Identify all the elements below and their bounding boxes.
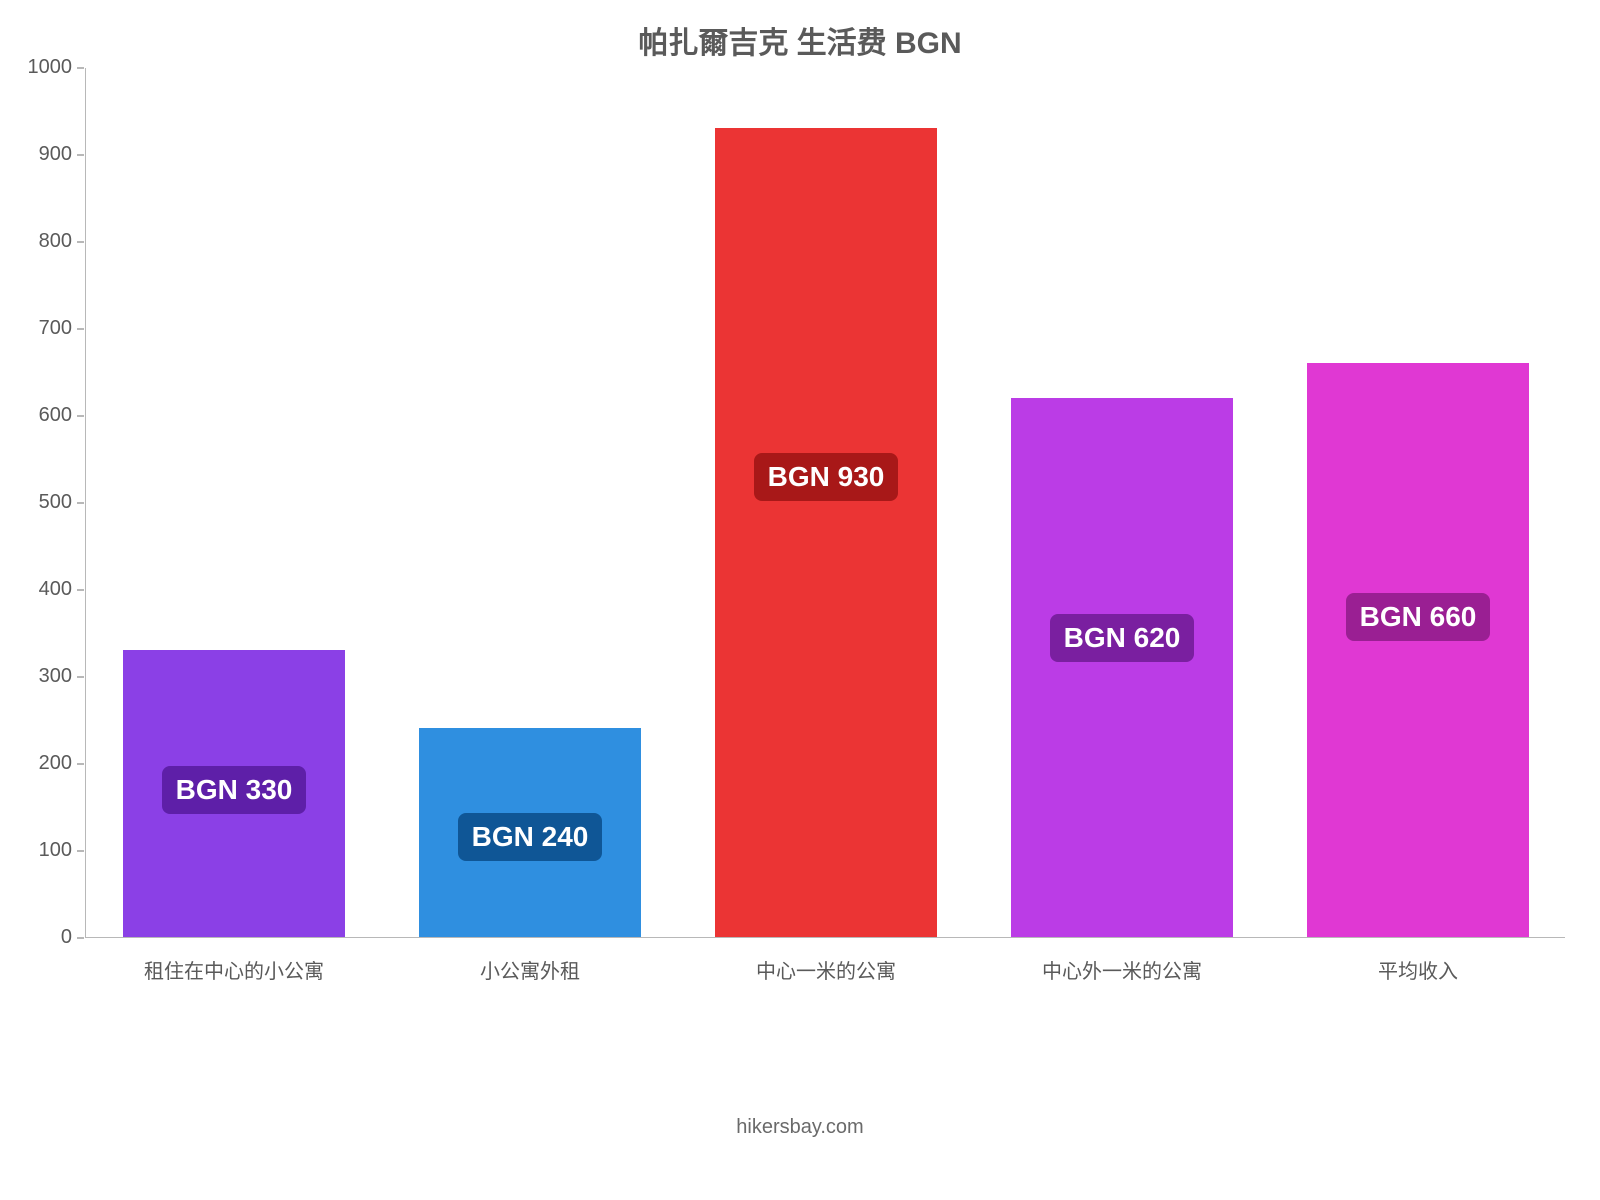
bar-value-label: BGN 330 <box>162 766 307 814</box>
bar-value-label-wrap: BGN 930 <box>715 453 937 501</box>
attribution-text: hikersbay.com <box>0 1116 1600 1139</box>
y-tick-label: 100 <box>39 839 72 862</box>
x-tick-label: 小公寓外租 <box>480 955 580 984</box>
x-tick-label: 租住在中心的小公寓 <box>144 955 324 984</box>
x-tick-label: 平均收入 <box>1378 955 1458 984</box>
bar-value-label: BGN 660 <box>1346 593 1491 641</box>
bar <box>1307 363 1529 937</box>
x-tick-label: 中心外一米的公寓 <box>1042 955 1202 984</box>
y-tick-label: 900 <box>39 143 72 166</box>
y-tick-mark <box>77 589 84 591</box>
y-tick-mark <box>77 328 84 330</box>
y-tick-label: 500 <box>39 491 72 514</box>
y-tick-label: 0 <box>61 926 72 949</box>
y-tick-label: 300 <box>39 665 72 688</box>
y-tick-label: 800 <box>39 230 72 253</box>
bar-value-label: BGN 930 <box>754 453 899 501</box>
y-tick-label: 1000 <box>28 56 73 79</box>
y-tick-mark <box>77 154 84 156</box>
x-tick-label: 中心一米的公寓 <box>756 955 896 984</box>
bar-value-label-wrap: BGN 240 <box>419 813 641 861</box>
y-tick-mark <box>77 937 84 939</box>
bar-value-label: BGN 240 <box>458 813 603 861</box>
y-tick-mark <box>77 415 84 417</box>
y-tick-mark <box>77 67 84 69</box>
y-tick-mark <box>77 676 84 678</box>
y-tick-mark <box>77 241 84 243</box>
y-tick-mark <box>77 850 84 852</box>
chart-title: 帕扎爾吉克 生活费 BGN <box>0 18 1600 62</box>
y-tick-mark <box>77 502 84 504</box>
bar-value-label: BGN 620 <box>1050 614 1195 662</box>
bar-value-label-wrap: BGN 620 <box>1011 614 1233 662</box>
cost-of-living-chart: 帕扎爾吉克 生活费 BGN BGN 330 BGN 240 BGN 930 BGN 6… <box>0 0 1600 1200</box>
y-tick-mark <box>77 763 84 765</box>
y-tick-label: 200 <box>39 752 72 775</box>
y-tick-label: 600 <box>39 404 72 427</box>
bar-value-label-wrap: BGN 660 <box>1307 593 1529 641</box>
bars-container: BGN 330 BGN 240 BGN 930 BGN 620 BGN 660 <box>86 68 1565 937</box>
y-tick-label: 700 <box>39 317 72 340</box>
bar-value-label-wrap: BGN 330 <box>123 766 345 814</box>
bar <box>1011 398 1233 937</box>
plot-area: BGN 330BGN 240BGN 930BGN 620BGN 660 0100… <box>85 68 1565 938</box>
bar <box>715 128 937 937</box>
y-tick-label: 400 <box>39 578 72 601</box>
